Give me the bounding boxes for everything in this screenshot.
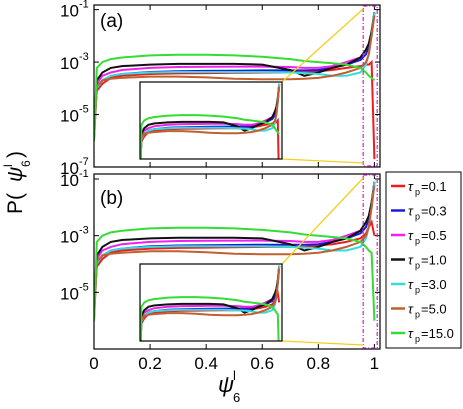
panel-a-zoom-connector-top [281,8,364,83]
panel-b: 10-510-310-1 0 0.2 0.4 0.6 0.8 1 (b) [60,168,381,373]
panel-a: 10-710-510-310-1 (a) [60,0,381,178]
panel-a-y-tick-exp: -3 [79,51,89,63]
x-axis-label-sub: 6 [233,390,240,405]
inset-b-series [140,265,281,341]
legend-items: τ p =0.1τ p =0.3τ p =0.5τ p =1.0τ p =3.0τ p =5.0τ p =1… [391,179,454,344]
panel-a-y-tick-label: 10 [60,107,79,126]
panel-b-inset [139,263,283,342]
panel-b-series [94,181,376,321]
panel-b-zoom-connector-bottom [281,340,364,346]
panel-b-x-tick-label: 0.4 [194,354,218,373]
panel-b-y-tick-label: 10 [60,228,79,247]
panel-a-zoom-connector-bottom [281,158,364,164]
legend-sub-6: p [415,334,420,344]
y-axis-label-sub: 6 [19,160,33,167]
x-axis-label-sup: l [233,368,236,383]
panel-b-y-tick-label: 10 [60,171,79,190]
panel-b-zoom-box [362,174,378,349]
inset-b-series-line-5 [140,268,281,341]
panel-b-x-tick-label: 0.8 [306,354,330,373]
panel-b-x-tick-label: 1 [370,354,379,373]
panel-a-y-tick-label: 10 [60,54,79,73]
legend-tau-1: τ [408,204,414,219]
panel-a-y-ticks: 10-710-510-310-1 [60,0,380,178]
inset-a-series-line-4 [140,83,281,159]
legend-sub-2: p [415,236,420,246]
inset-a-series [140,83,281,159]
panel-a-series-line-3 [94,12,376,133]
panel-a-frame [93,4,381,168]
panel-a-y-tick-exp: -1 [79,0,89,11]
panel-b-y-tick-exp: -1 [79,168,89,180]
legend-value-2: =0.5 [421,228,447,243]
panel-a-x-ticks [93,5,375,167]
legend-value-3: =1.0 [421,253,447,268]
panel-b-label: (b) [100,188,123,209]
legend-sub-5: p [415,310,420,320]
panel-b-series-line-6 [94,226,376,321]
panel-a-series [94,12,376,160]
panel-b-zoom-region [281,174,378,349]
legend-tau-3: τ [408,253,414,268]
panel-b-series-line-5 [94,185,376,321]
y-axis-label-p: P( [4,193,27,214]
panel-a-y-tick-exp: -7 [79,156,89,168]
legend-tau-0: τ [408,179,414,194]
legend-tau-2: τ [408,228,414,243]
panel-b-frame [93,173,381,350]
panel-b-y-tick-exp: -5 [79,281,89,293]
legend-sub-1: p [415,212,420,222]
inset-a-series-line-3 [140,83,281,159]
panel-b-y-ticks: 10-510-310-1 [60,168,380,303]
legend-value-4: =3.0 [421,277,447,292]
inset-a-series-line-5 [140,86,281,159]
panel-b-x-tick-label: 0 [89,354,98,373]
legend-tau-6: τ [408,326,414,341]
panel-a-zoom-box [362,5,378,167]
x-axis-label-psi: ψ [218,372,234,397]
legend-value-5: =5.0 [421,302,447,317]
inset-a-frame [139,81,283,160]
legend-sub-4: p [415,285,420,295]
y-axis-label-sup: l [1,164,15,167]
inset-a-series-line-6 [140,114,281,159]
panel-b-zoom-connector-top [281,177,364,265]
inset-a-background [140,82,282,159]
y-axis-label-close: ) [4,151,27,158]
legend-sub-0: p [415,187,420,197]
panel-b-y-tick-label: 10 [60,284,79,303]
legend-sub-3: p [415,261,420,271]
legend-value-0: =0.1 [421,179,447,194]
inset-b-series-line-3 [140,265,281,341]
panel-b-x-tick-label: 0.6 [250,354,274,373]
panel-a-y-tick-label: 10 [60,159,79,178]
legend-value-1: =0.3 [421,204,447,219]
panel-a-series-line-5 [94,15,376,141]
inset-b-background [140,264,282,341]
inset-b-series-line-4 [140,265,281,341]
inset-b-series-line-6 [140,296,280,341]
panel-b-series-line-3 [94,181,376,313]
panel-a-label: (a) [100,11,123,32]
x-axis-label: ψ l 6 [218,368,240,405]
y-axis-label: P( ψ l 6 ) [1,151,33,214]
legend-tau-5: τ [408,302,414,317]
panel-a-inset [139,81,283,160]
panel-a-y-tick-exp: -5 [79,104,89,116]
legend: τ p =0.1τ p =0.3τ p =0.5τ p =1.0τ p =3.0τ p =5.0τ p =1… [385,171,462,349]
panel-a-zoom-region [281,5,378,167]
inset-b-frame [139,263,283,342]
panel-a-series-line-6 [94,53,376,141]
legend-tau-4: τ [408,277,414,292]
y-axis-label-psi: ψ [4,167,27,182]
panel-b-x-tick-label: 0.2 [138,354,162,373]
panel-b-series-line-4 [94,181,376,321]
panel-b-x-ticks: 0 0.2 0.4 0.6 0.8 1 [89,174,379,373]
panel-a-y-tick-label: 10 [60,2,79,21]
panel-b-y-tick-exp: -3 [79,225,89,237]
legend-value-6: =15.0 [421,326,454,341]
panel-a-series-line-4 [94,12,376,141]
